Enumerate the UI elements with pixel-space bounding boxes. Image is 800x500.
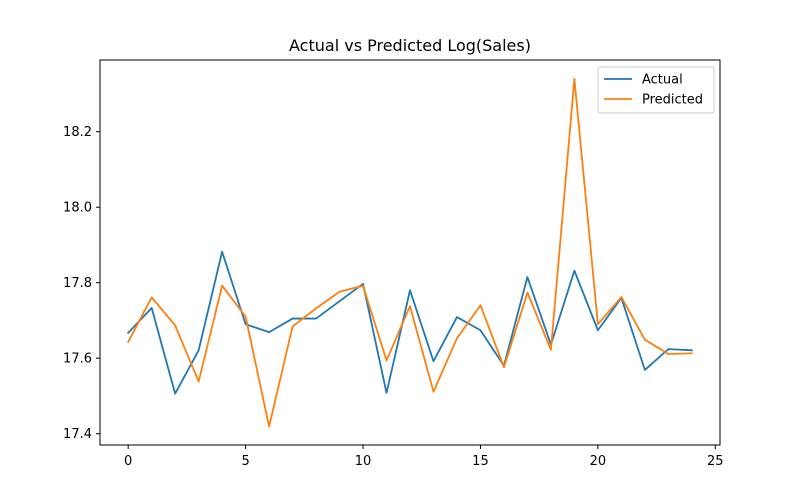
plot-area <box>126 77 693 428</box>
axes: 0 5 10 15 20 25 17.4 17.6 17.8 18.0 18.2 <box>63 59 724 469</box>
chart-title: Actual vs Predicted Log(Sales) <box>289 36 531 55</box>
series-line-predicted <box>126 77 693 428</box>
y-tick-label: 17.6 <box>63 352 92 367</box>
y-tick-label: 18.2 <box>63 125 92 140</box>
axes-frame <box>99 59 721 446</box>
x-tick-label: 10 <box>355 454 372 469</box>
x-tick-label: 15 <box>472 454 489 469</box>
x-tick-label: 5 <box>241 454 249 469</box>
x-tick-label: 0 <box>124 454 132 469</box>
legend-label-actual: Actual <box>642 73 683 88</box>
y-tick-label: 17.4 <box>63 427 92 442</box>
legend-label-predicted: Predicted <box>642 93 703 108</box>
y-tick-label: 17.8 <box>63 276 92 291</box>
x-tick-label: 25 <box>707 454 724 469</box>
series-line-actual <box>126 250 693 395</box>
legend: Actual Predicted <box>597 66 715 114</box>
x-tick-label: 20 <box>590 454 607 469</box>
y-tick-label: 18.0 <box>63 201 92 216</box>
